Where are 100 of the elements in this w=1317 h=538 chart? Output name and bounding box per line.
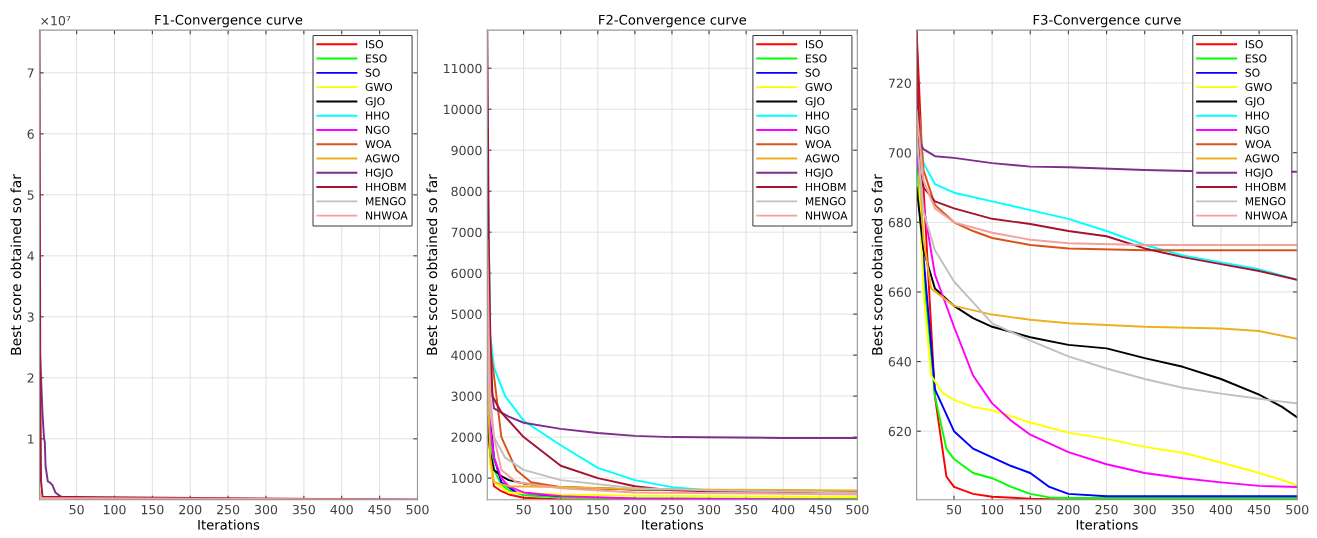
legend-label: AGWO: [1244, 154, 1280, 163]
legend-label: MENGO: [1245, 197, 1286, 206]
legend-label: WOA: [805, 140, 832, 149]
y-tick-label: 720: [888, 78, 911, 88]
y-axis-title: Best score obtained so far: [426, 174, 438, 355]
legend-label: NGO: [805, 125, 830, 134]
legend-label: AGWO: [804, 154, 840, 163]
x-axis-title: Iterations: [198, 519, 260, 530]
x-tick-label: 50: [516, 504, 531, 515]
legend-label: ESO: [1245, 54, 1267, 63]
x-tick-label: 100: [981, 504, 1004, 515]
y-tick-label: 2000: [451, 432, 482, 443]
x-tick-label: 200: [1057, 504, 1080, 515]
x-tick-label: 400: [330, 504, 353, 515]
y-tick-label: 3000: [451, 391, 482, 402]
y-tick-label: 700: [888, 148, 911, 158]
legend-label: MENGO: [805, 197, 846, 206]
x-tick-label: 200: [179, 504, 202, 515]
legend-label: HGJO: [366, 168, 393, 179]
line-series: [916, 109, 1298, 246]
legend-label: ISO: [366, 40, 384, 49]
y-tick-label: 6000: [451, 268, 482, 279]
x-tick-label: 350: [1171, 504, 1194, 515]
legend-label: NHWOA: [1245, 211, 1288, 220]
chart-title: F3-Convergence curve: [1033, 14, 1181, 28]
x-tick-label: 400: [771, 504, 795, 515]
text: ×10⁷: [41, 15, 71, 26]
y-tick-label: 7: [27, 68, 34, 78]
x-tick-label: 450: [808, 504, 832, 515]
legend-label: AGWO: [365, 154, 400, 163]
chart-title: F1-Convergence curve: [155, 14, 303, 28]
y-tick-label: 5: [27, 190, 34, 200]
y-tick-label: 1000: [451, 473, 482, 484]
y-axis-title: Best score obtained so far: [871, 174, 883, 355]
x-tick-label: 350: [735, 504, 758, 515]
x-tick-label: 450: [368, 504, 391, 515]
legend-label: SO: [1245, 68, 1260, 77]
legend-label: GWO: [1245, 82, 1272, 92]
x-tick-label: 100: [550, 504, 572, 515]
line-series: [916, 134, 1298, 405]
legend-label: GWO: [365, 82, 393, 92]
legend-label: NHWOA: [366, 211, 408, 220]
legend-label: WOA: [365, 140, 392, 149]
x-tick-label: 150: [141, 504, 164, 515]
x-tick-label: 250: [1095, 504, 1118, 515]
legend-label: HGJO: [1245, 168, 1273, 179]
legend-label: HHO: [805, 111, 830, 120]
y-tick-label: 2: [27, 373, 34, 383]
y-axis-title: Best score obtained so far: [10, 174, 22, 355]
legend-label: WOA: [1245, 140, 1272, 149]
x-tick-label: 250: [660, 504, 684, 515]
legend-label: GJO: [805, 97, 825, 108]
x-tick-label: 250: [217, 504, 240, 515]
y-tick-label: 6: [27, 129, 34, 139]
legend-label: HHOBM: [805, 182, 846, 192]
y-tick-label: 5000: [451, 309, 482, 320]
legend-label: SO: [805, 68, 820, 77]
x-tick-label: 350: [292, 504, 315, 515]
x-tick-label: 400: [1209, 504, 1233, 515]
y-tick-label: 7000: [451, 227, 482, 238]
x-axis-title: Iterations: [1076, 519, 1138, 530]
legend-label: SO: [365, 68, 380, 77]
y-tick-label: 3: [27, 312, 34, 322]
legend-label: HGJO: [805, 168, 833, 179]
legend-label: HHOBM: [1245, 182, 1286, 192]
y-tick-label: 680: [888, 217, 911, 228]
x-tick-label: 300: [698, 504, 721, 515]
legend-label: NGO: [366, 125, 390, 134]
y-tick-label: 640: [888, 357, 911, 367]
y-tick-label: 4: [27, 251, 34, 261]
legend-label: MENGO: [366, 197, 406, 206]
legend-label: ISO: [1245, 40, 1263, 49]
legend-label: ISO: [805, 40, 823, 49]
x-axis-title: Iterations: [642, 519, 704, 530]
x-tick-label: 50: [947, 504, 962, 515]
y-tick-label: 10000: [444, 104, 482, 115]
legend-label: GJO: [1245, 97, 1265, 108]
legend-label: ESO: [805, 54, 827, 63]
legend-label: HHO: [1245, 111, 1269, 120]
x-tick-label: 500: [1286, 504, 1309, 515]
x-tick-label: 450: [1247, 504, 1271, 515]
y-tick-label: 11000: [444, 63, 482, 74]
legend-label: NGO: [1245, 125, 1270, 134]
x-tick-label: 150: [1019, 504, 1042, 515]
legend-label: GWO: [805, 82, 832, 92]
y-tick-label: 1: [28, 434, 34, 444]
x-tick-label: 500: [846, 504, 869, 515]
x-tick-label: 300: [1133, 504, 1156, 515]
legend-label: ESO: [366, 54, 387, 63]
y-tick-label: 8000: [451, 186, 482, 197]
legend-label: NHWOA: [805, 211, 848, 220]
x-tick-label: 300: [255, 504, 278, 515]
legend-label: GJO: [365, 97, 385, 108]
x-tick-label: 50: [69, 504, 84, 515]
legend-label: HHO: [366, 111, 390, 120]
y-tick-label: 620: [888, 426, 911, 437]
legend-label: HHOBM: [366, 182, 406, 192]
y-tick-label: 9000: [451, 145, 482, 156]
y-tick-label: 660: [888, 287, 911, 297]
x-tick-label: 150: [587, 504, 609, 515]
